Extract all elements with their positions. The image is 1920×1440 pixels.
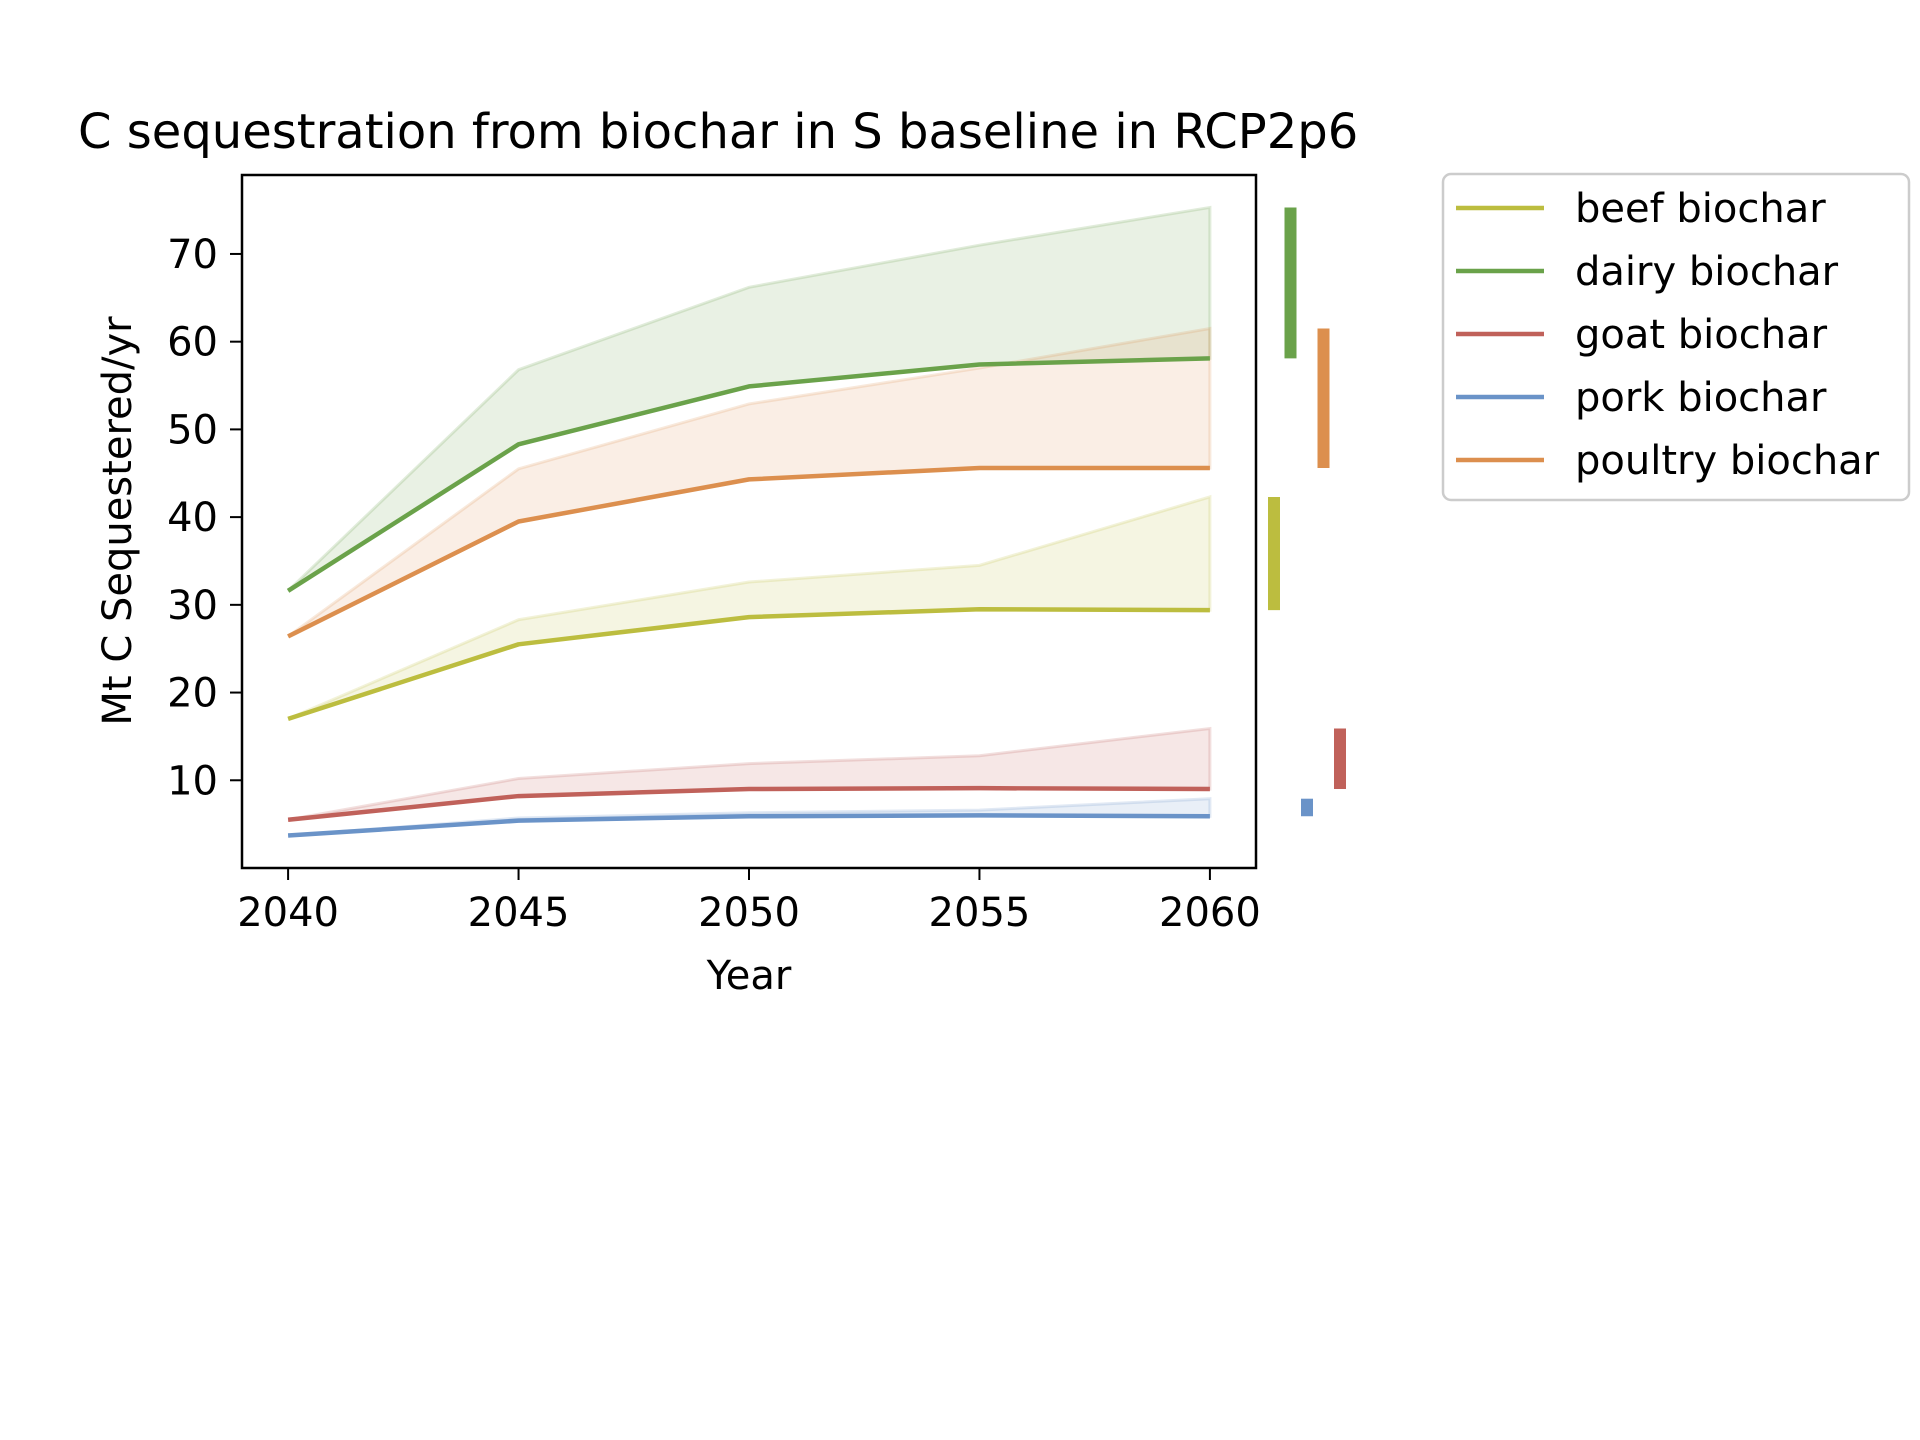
y-tick-label: 40	[167, 495, 218, 541]
y-tick-label: 10	[167, 758, 218, 804]
range-bars	[1268, 207, 1346, 817]
y-tick-label: 60	[167, 320, 218, 366]
goat-biochar-line	[287, 785, 1210, 822]
legend-label: dairy biochar	[1575, 249, 1839, 295]
plot-area	[286, 205, 1212, 838]
y-axis-label: Mt C Sequestered/yr	[95, 316, 141, 726]
legend-label: pork biochar	[1575, 375, 1827, 421]
y-tick-label: 70	[167, 232, 218, 278]
legend-label: beef biochar	[1575, 186, 1826, 232]
y-tick-label: 50	[167, 407, 218, 453]
x-tick-label: 2040	[237, 890, 339, 936]
x-tick-label: 2050	[698, 890, 800, 936]
x-tick-label: 2045	[468, 890, 570, 936]
chart-title: C sequestration from biochar in S baseli…	[78, 104, 1358, 160]
dairy-biochar-line	[286, 356, 1210, 593]
legend-label: goat biochar	[1575, 312, 1828, 358]
beef-biochar-line	[287, 606, 1210, 722]
pork-biochar-line	[287, 813, 1210, 838]
y-tick-label: 30	[167, 583, 218, 629]
legend-label: poultry biochar	[1575, 438, 1880, 484]
x-axis: 2040 2045 2050 2055 2060	[237, 868, 1261, 936]
y-tick-label: 20	[167, 671, 218, 717]
poultry-biochar-line	[287, 465, 1210, 639]
x-axis-label: Year	[706, 953, 792, 999]
legend: beef biochar dairy biochar goat biochar por…	[1441, 172, 1911, 502]
x-tick-label: 2060	[1159, 890, 1261, 936]
y-axis: 10 20 30 40 50 60 70	[167, 232, 242, 804]
legend-frame	[1441, 172, 1911, 502]
x-tick-label: 2055	[929, 890, 1031, 936]
